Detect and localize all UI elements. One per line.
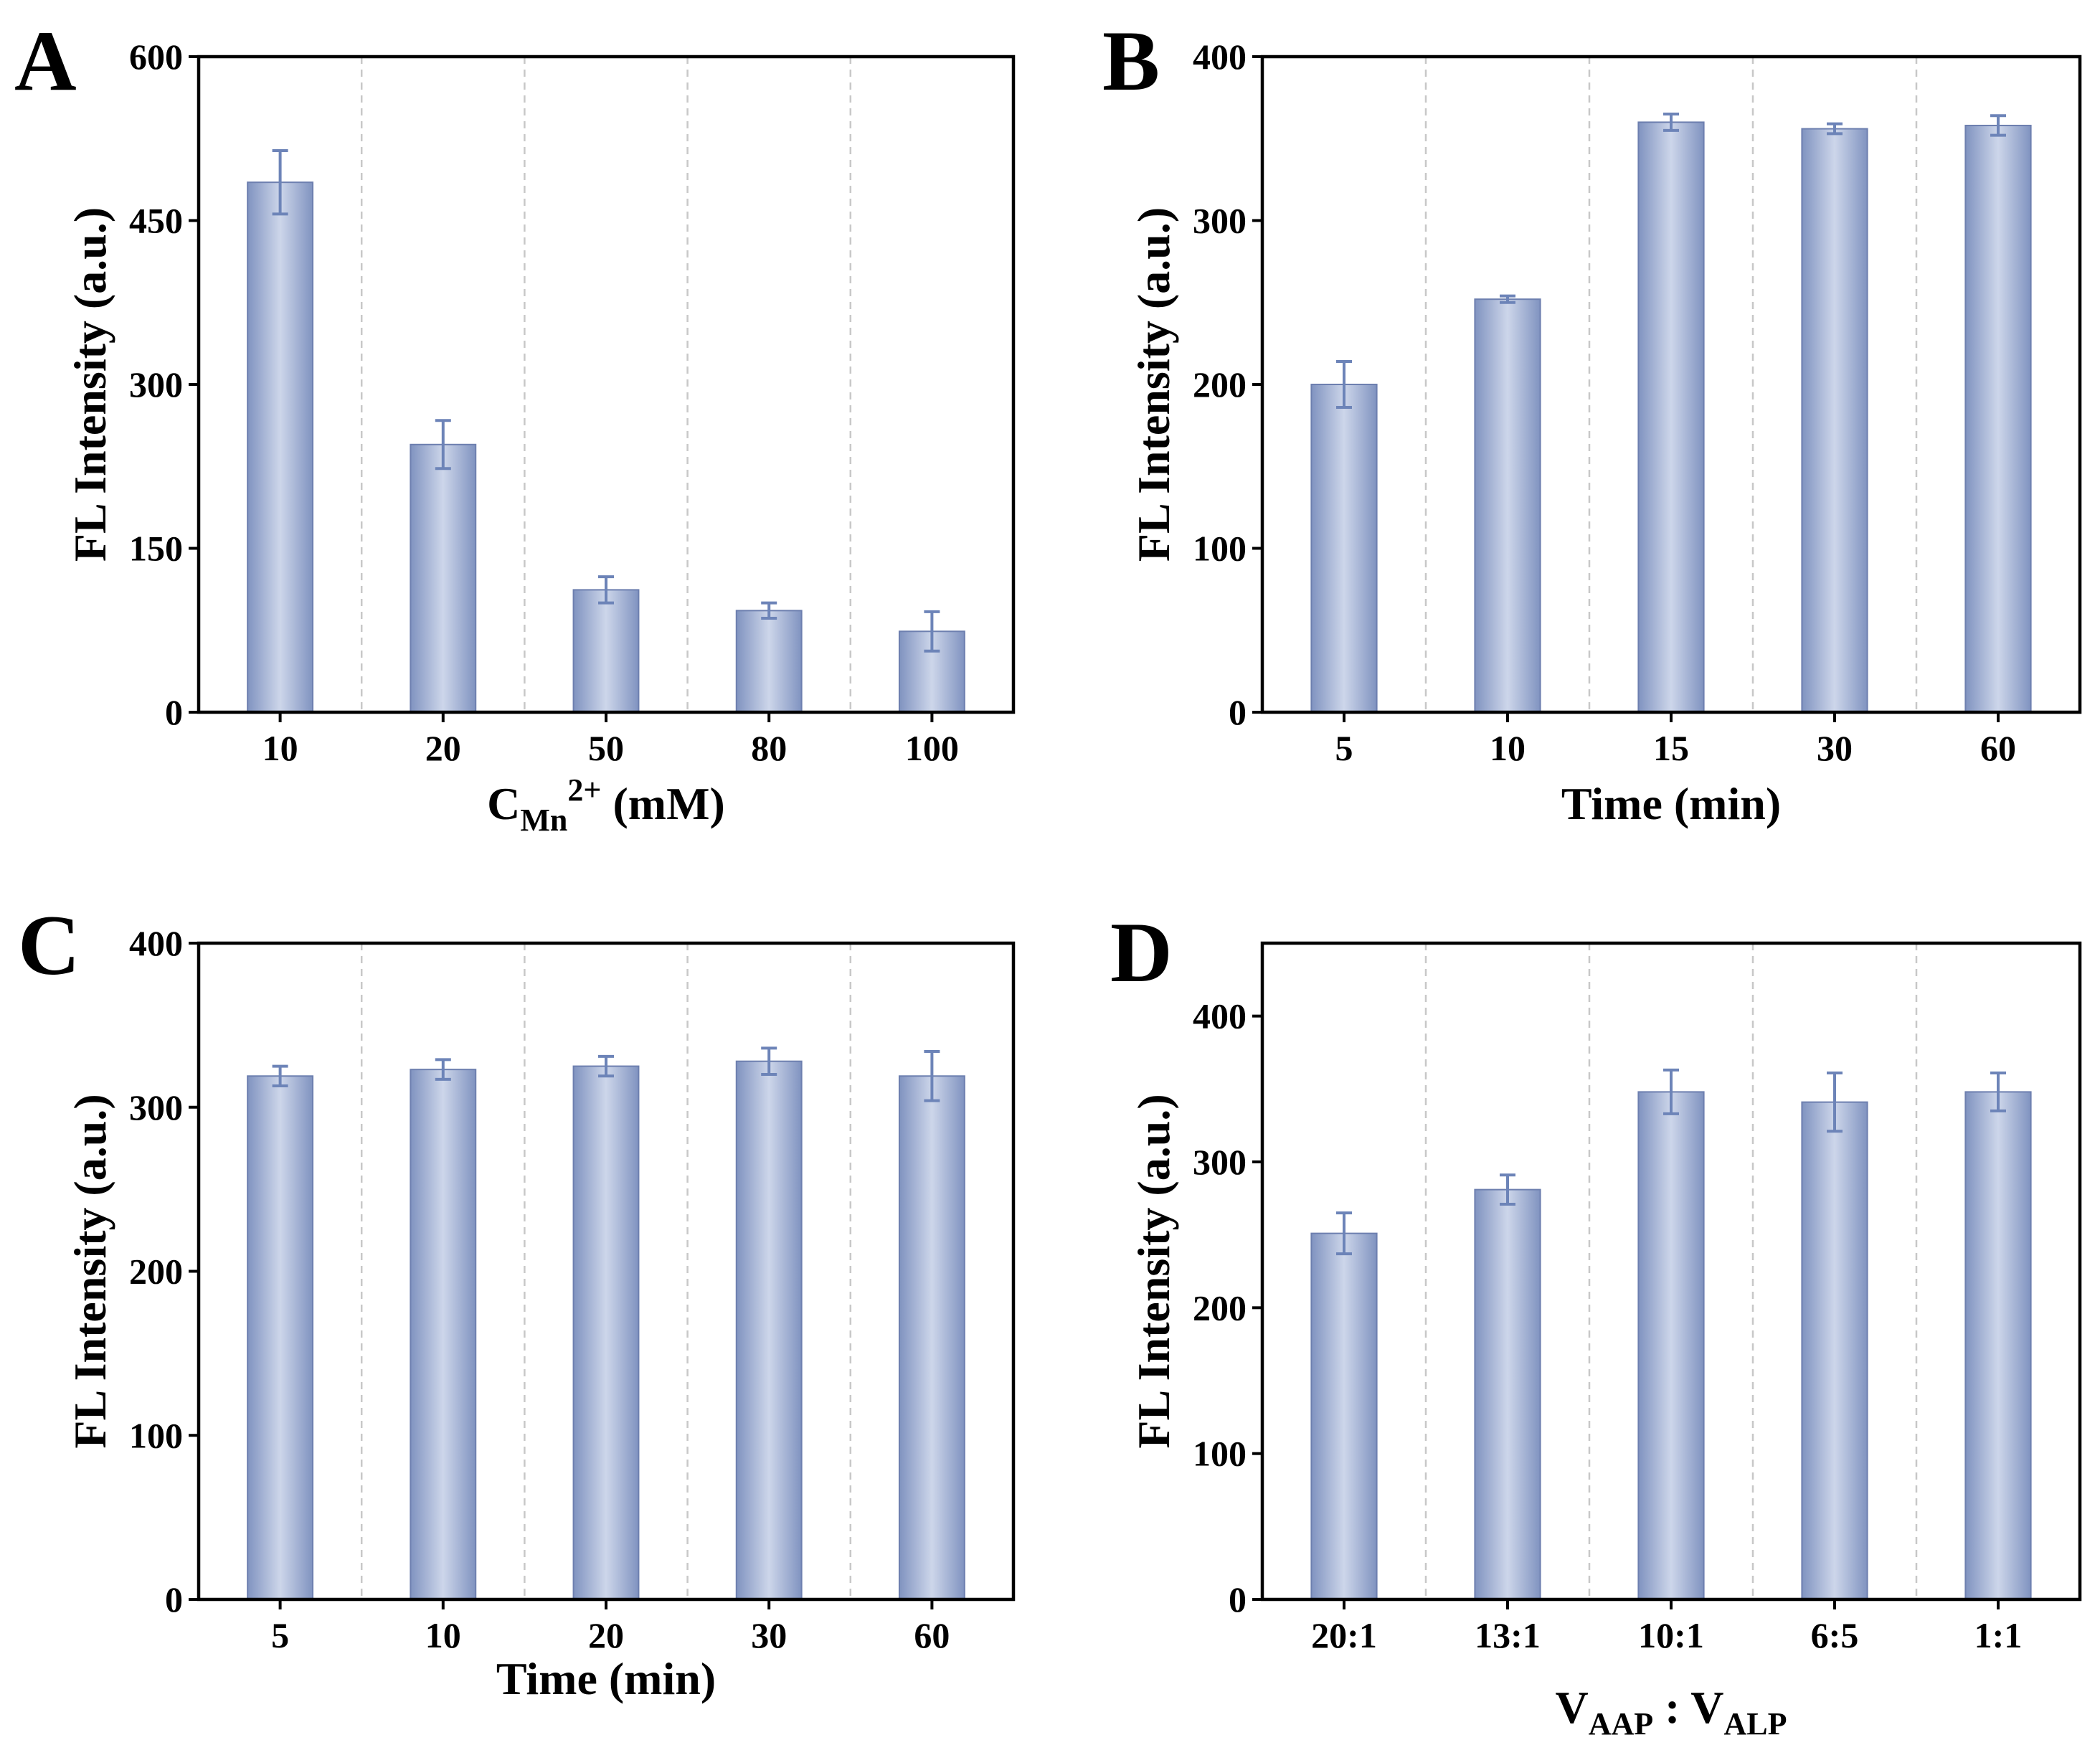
y-tick-label: 100	[1193, 1434, 1247, 1474]
bar-10	[247, 181, 314, 713]
x-tick-label: 20	[425, 728, 461, 768]
x-tick-label: 60	[1980, 728, 2016, 768]
x-tick-label: 20	[588, 1615, 624, 1655]
y-axis-title: FL Intensity (a.u.)	[1128, 207, 1179, 562]
panel-letter: B	[1102, 13, 1160, 108]
bar-15	[1637, 121, 1705, 713]
y-tick-label: 0	[165, 1579, 183, 1619]
x-tick-label: 80	[751, 728, 787, 768]
y-tick-label: 400	[1193, 37, 1247, 77]
bar-20	[572, 1065, 640, 1600]
x-tick-label: 10	[1490, 728, 1526, 768]
y-tick-label: 450	[129, 201, 183, 241]
x-tick-label: 5	[1335, 728, 1353, 768]
x-tick-label: 13:1	[1475, 1615, 1541, 1655]
x-tick-label: 10	[425, 1615, 461, 1655]
plot-frame	[197, 941, 1016, 1602]
y-tick-label: 200	[1193, 1287, 1247, 1328]
y-axis-title: FL Intensity (a.u.)	[65, 1094, 115, 1448]
bar-5	[1310, 384, 1378, 713]
x-tick-label: 100	[905, 728, 959, 768]
x-axis-title: CMn2+ (mM)	[487, 772, 725, 838]
plot-frame	[1260, 55, 2082, 714]
y-tick-label: 300	[1193, 201, 1247, 241]
panel-letter: A	[14, 13, 77, 108]
panel-letter: C	[18, 897, 80, 993]
panel-letter: D	[1110, 904, 1173, 1000]
bar-20	[410, 443, 477, 713]
y-tick-label: 150	[129, 529, 183, 569]
x-tick-label: 6:5	[1811, 1615, 1859, 1655]
x-axis-title: Time (min)	[1561, 778, 1781, 829]
y-tick-label: 400	[129, 923, 183, 963]
x-tick-label: 5	[271, 1615, 289, 1655]
y-tick-label: 100	[1193, 529, 1247, 569]
y-tick-label: 400	[1193, 996, 1247, 1036]
y-tick-label: 100	[129, 1415, 183, 1455]
x-tick-label: 1:1	[1974, 1615, 2023, 1655]
x-axis-title: VAAP : VALP	[1555, 1682, 1787, 1741]
y-tick-label: 300	[129, 1087, 183, 1127]
plot-frame	[197, 55, 1016, 714]
x-tick-label: 10	[262, 728, 298, 768]
bar-5	[247, 1075, 314, 1600]
chart-panel-c: 5 10 20 30 60 0 100 200 300 400 FL Intensity (a.u.…	[18, 897, 1016, 1704]
bar-30	[1801, 128, 1868, 714]
y-tick-label: 0	[1229, 1579, 1247, 1619]
bar-13-1	[1474, 1188, 1541, 1600]
x-tick-label: 15	[1653, 728, 1689, 768]
bar-10-1	[1637, 1091, 1705, 1600]
bar-20-1	[1310, 1232, 1378, 1600]
bar-10	[1474, 298, 1541, 713]
bar-30	[735, 1060, 803, 1600]
bar-60	[898, 1075, 965, 1600]
x-tick-label: 30	[751, 1615, 787, 1655]
chart-panel-a: 10 20 50 80 100 0 150 300 450 600 FL Intensity (a.…	[14, 13, 1016, 838]
chart-panel-d: 20:1 13:1 10:1 6:5 1:1 0 100 200 300 400 FL Intens…	[1110, 904, 2082, 1741]
y-tick-label: 300	[1193, 1142, 1247, 1182]
bar-10	[410, 1069, 477, 1600]
x-tick-label: 20:1	[1311, 1615, 1377, 1655]
x-tick-label: 50	[588, 728, 624, 768]
bar-60	[1964, 124, 2032, 714]
y-tick-label: 600	[129, 37, 183, 77]
chart-panel-b: 5 10 15 30 60 0 100 200 300 400 FL Intensity (a.u.…	[1102, 13, 2082, 829]
x-axis-title: Time (min)	[496, 1653, 716, 1704]
bar-6-5	[1801, 1101, 1868, 1600]
bar-50	[572, 589, 640, 713]
x-tick-label: 60	[914, 1615, 950, 1655]
bar-80	[735, 610, 803, 714]
bar-1-1	[1964, 1091, 2032, 1600]
y-axis-title: FL Intensity (a.u.)	[65, 207, 115, 562]
x-tick-label: 10:1	[1638, 1615, 1704, 1655]
x-tick-label: 30	[1817, 728, 1853, 768]
y-tick-label: 200	[1193, 364, 1247, 405]
y-tick-label: 200	[129, 1252, 183, 1292]
y-tick-label: 0	[165, 692, 183, 732]
plot-frame	[1260, 941, 2082, 1602]
y-axis-title: FL Intensity (a.u.)	[1128, 1094, 1179, 1448]
y-tick-label: 0	[1229, 692, 1247, 732]
y-tick-label: 300	[129, 364, 183, 405]
